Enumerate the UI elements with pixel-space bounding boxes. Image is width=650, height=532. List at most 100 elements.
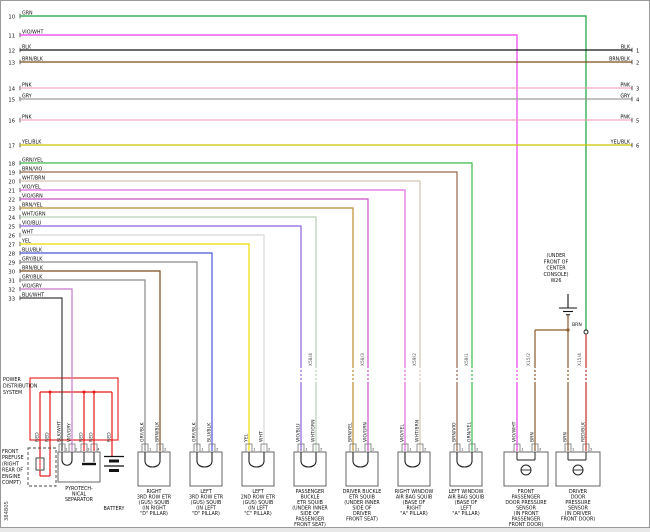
- wire-color-label: VIO/GRY: [22, 283, 42, 289]
- connector-pin-number: 2: [320, 447, 323, 452]
- pin-number: 28: [8, 252, 15, 258]
- component-label: FRONT: [518, 489, 534, 495]
- driver-buckle-etr-squib-box: [345, 451, 379, 487]
- pin-number: 27: [8, 243, 15, 249]
- component-label: (UNDER INNER: [292, 506, 328, 512]
- connector-code-label: X59/2: [412, 353, 418, 366]
- connector-pin-number: 1: [521, 447, 524, 452]
- wire-color-label: WHT/GRN: [310, 419, 316, 442]
- component-label: PREFUSE: [2, 455, 24, 461]
- pin-number: 10: [8, 15, 15, 21]
- pin-number: 26: [8, 234, 15, 240]
- wire-color-label: YEL/BLK: [21, 139, 42, 145]
- component-label: SENSOR: [568, 506, 588, 512]
- component-label: "C" PILLAR): [244, 511, 272, 517]
- wire-color-label: GRY/BLK: [139, 421, 145, 442]
- connector-pin-number: 1: [461, 447, 464, 452]
- ground-location-label: CONSOLE): [543, 272, 568, 278]
- component-label: DOOR: [571, 495, 586, 501]
- wire-color-label: VIO/GRY: [66, 423, 72, 442]
- connector-code-label: X59/1: [464, 353, 470, 366]
- squib-symbol: [352, 452, 369, 468]
- component-label: DRIVER BUCKLE: [343, 489, 382, 495]
- power-distribution-layer: [29, 377, 119, 476]
- pin-number-right: 5: [636, 119, 639, 125]
- wire-color-label: PNK: [620, 114, 630, 120]
- component-label: BATTERY: [104, 506, 125, 512]
- component-label: PASSENGER: [512, 517, 541, 523]
- component-label: RIGHT: [146, 489, 161, 495]
- pin-number-right: 2: [636, 61, 639, 67]
- front-prefuse-box: [27, 447, 57, 487]
- connector-code-label: X15/4: [577, 353, 583, 366]
- connector-pin-number: 1: [149, 447, 152, 452]
- wire-color-label: VIO/BLU: [295, 423, 301, 442]
- wire-color-label: BRN/VIO: [451, 422, 457, 442]
- wire-21: [20, 189, 406, 451]
- wire-color-label: BLK/WHT: [22, 292, 44, 298]
- text-layer: BRN 10 GRN 11 VIO/WHT 12 BLK BLK 1 13 BRN/BLK BRN/B…: [3, 10, 640, 395]
- connector-pin-number: 2: [539, 447, 542, 452]
- component-label: SENSOR: [516, 506, 536, 512]
- wire-color-label: BLK: [22, 44, 32, 50]
- wire-10: [20, 15, 587, 330]
- wire-color-label: YEL/BLK: [610, 139, 631, 145]
- wire-33: [20, 297, 63, 451]
- component-label: SEPARATOR: [65, 497, 94, 503]
- pyrotechnical-separator-box: [57, 451, 101, 483]
- wire-color-label: RED: [106, 432, 112, 442]
- connector-code-label: X58/3: [360, 353, 366, 366]
- squib-symbol: [196, 452, 213, 468]
- wire-color-label: RED/BLK: [580, 421, 586, 442]
- separator-igniter-symbol: [61, 452, 73, 466]
- wire-color-label: BLK/WHT: [56, 421, 62, 442]
- connector-pin-number: 1: [572, 447, 575, 452]
- component-label: ENGINE: [2, 474, 20, 480]
- component-label: NICAL: [72, 492, 87, 498]
- wire-28: [20, 252, 213, 451]
- wire-19: [20, 171, 458, 451]
- ground-location-label: FRONT OF: [544, 259, 569, 265]
- component-label: LEFT WINDOW: [449, 489, 484, 495]
- pin-number: 33: [8, 297, 15, 303]
- connector-pin-number: 2: [424, 447, 427, 452]
- component-label: AIR BAG SQUIB: [448, 495, 484, 501]
- pin-number-right: 4: [636, 98, 640, 104]
- pin-number: 15: [8, 98, 15, 104]
- squib-symbol: [300, 452, 317, 468]
- connector-code-label: X15/2: [526, 353, 532, 366]
- component-label: DRIVER: [569, 489, 588, 495]
- connector-pin-number: 1: [409, 447, 412, 452]
- component-label: DRIVER: [353, 511, 372, 517]
- wire-junction: [566, 328, 570, 332]
- wire-color-label: VIO/YEL: [399, 424, 405, 442]
- component-label: DOOR PRESSURE: [505, 500, 546, 506]
- component-label: PYROTECH-: [65, 486, 93, 492]
- right-3rd-row-etr-squib-box: [137, 451, 171, 487]
- wire-color-label: VIO/GRN: [22, 193, 43, 199]
- connector-pin-number: 3: [87, 448, 89, 452]
- wire-color-label: RED: [34, 432, 40, 442]
- inline-connector: [583, 329, 589, 335]
- component-label: ETR SQUIB: [297, 500, 323, 506]
- wire-color-label: VIO/BLU: [22, 220, 42, 226]
- wire-color-label: PNK: [22, 82, 32, 88]
- wire-junction: [92, 390, 96, 394]
- component-label: FRONT DOOR): [561, 517, 595, 523]
- wire-color-label: GRY: [22, 93, 32, 99]
- wire-30: [20, 270, 161, 451]
- component-label: (IN FRONT: [514, 511, 539, 517]
- pin-number: 13: [8, 61, 15, 67]
- wire-color-label: BRN/YEL: [22, 202, 43, 208]
- left-window-air-bag-squib-box: [449, 451, 483, 487]
- wire-color-label: GRY/BLK: [22, 256, 43, 262]
- component-label: "D" PILLAR): [192, 511, 220, 517]
- power-distribution-label: POWER: [3, 377, 21, 383]
- wire-color-label: VIO/WHT: [511, 421, 517, 442]
- component-label: LEFT: [460, 506, 471, 512]
- component-label: PASSENGER: [512, 495, 541, 501]
- wire-color-label: BRN/BLK: [154, 421, 160, 442]
- pin-number: 11: [8, 34, 15, 40]
